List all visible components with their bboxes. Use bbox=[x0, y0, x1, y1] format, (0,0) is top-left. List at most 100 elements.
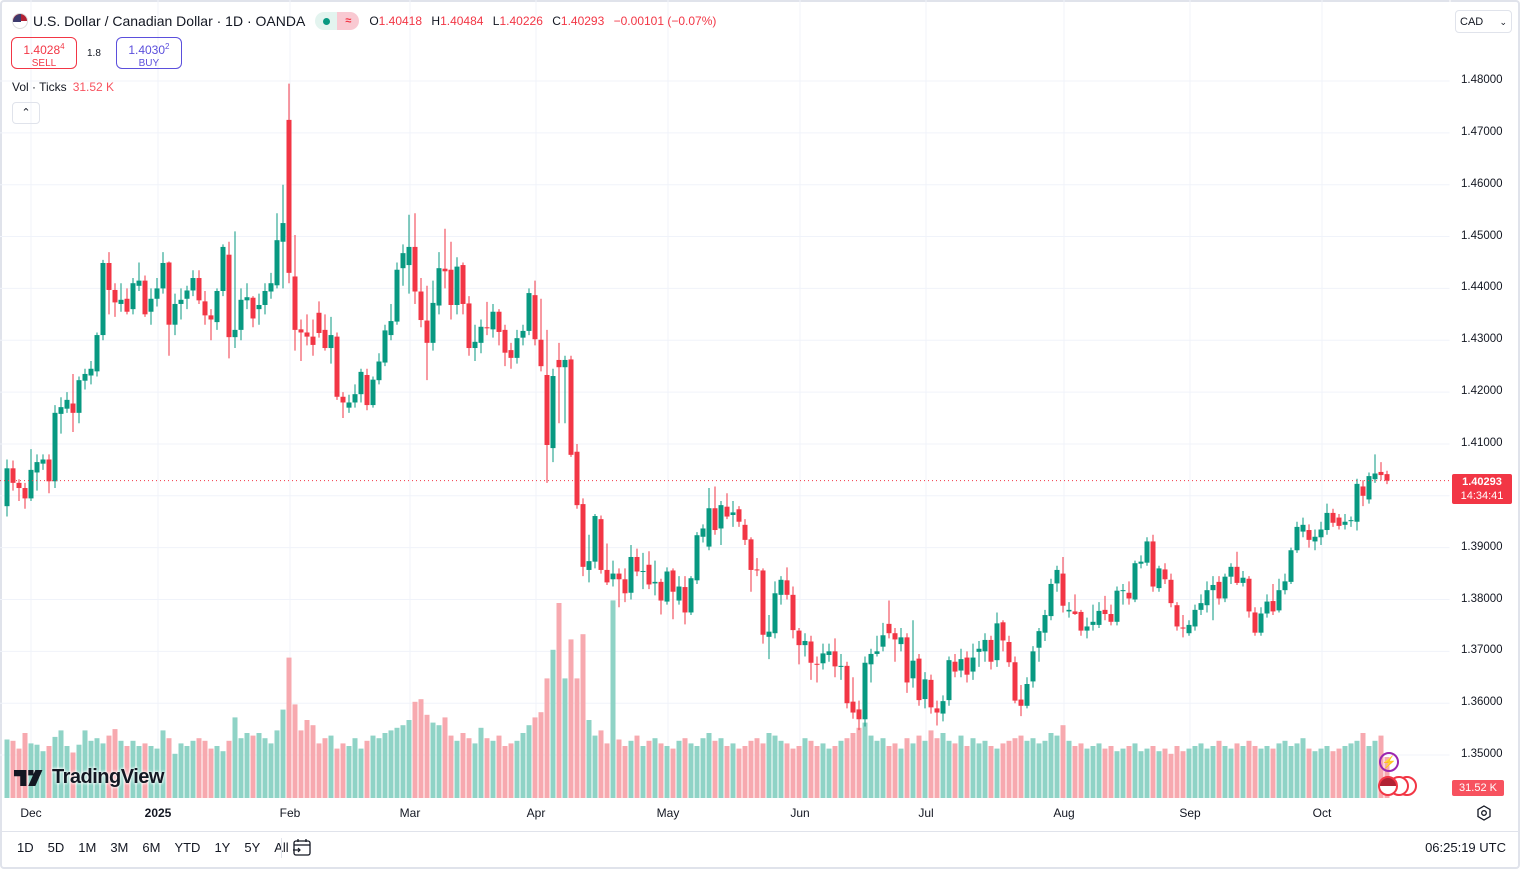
candle-body bbox=[34, 462, 40, 473]
candle bbox=[1300, 517, 1306, 538]
symbol-title[interactable]: U.S. Dollar / Canadian Dollar · 1D · OAN… bbox=[33, 13, 306, 29]
sell-button[interactable]: 1.40284 SELL bbox=[11, 37, 77, 69]
candle-body bbox=[742, 524, 748, 540]
candle-body bbox=[658, 581, 664, 601]
candle-body bbox=[130, 283, 136, 310]
candle-body bbox=[1138, 561, 1144, 564]
currency-select[interactable]: CAD ⌄ bbox=[1455, 10, 1512, 33]
candle bbox=[1150, 534, 1156, 592]
candle-body bbox=[814, 663, 820, 665]
candle-body bbox=[166, 262, 172, 325]
candle bbox=[544, 329, 550, 483]
candle bbox=[508, 342, 514, 369]
candle bbox=[184, 285, 190, 310]
range-3m[interactable]: 3M bbox=[110, 840, 129, 855]
collapse-legend-button[interactable]: ⌃ bbox=[12, 102, 40, 124]
candle-body bbox=[946, 660, 952, 701]
candle-body bbox=[1156, 568, 1162, 589]
candle-body bbox=[1132, 563, 1138, 600]
candle bbox=[478, 319, 484, 354]
candle-body bbox=[76, 380, 82, 413]
candle bbox=[1066, 602, 1072, 618]
volume-bar bbox=[1318, 748, 1324, 798]
range-ytd[interactable]: YTD bbox=[174, 840, 201, 855]
candle bbox=[1264, 594, 1270, 618]
volume-bar bbox=[1312, 751, 1318, 798]
volume-legend[interactable]: Vol · Ticks 31.52 K bbox=[12, 80, 115, 94]
open-value: 1.40418 bbox=[378, 14, 423, 28]
candle bbox=[886, 600, 892, 639]
range-1m[interactable]: 1M bbox=[78, 840, 97, 855]
range-5d[interactable]: 5D bbox=[47, 840, 65, 855]
volume-bar bbox=[838, 740, 844, 798]
candle bbox=[1192, 604, 1198, 631]
candle-body bbox=[1324, 512, 1330, 531]
candle bbox=[466, 296, 472, 356]
us-economic-event-icon[interactable] bbox=[1378, 776, 1398, 796]
candle bbox=[310, 319, 316, 356]
lightning-event-icon[interactable]: ⚡ bbox=[1379, 752, 1399, 772]
volume-bar bbox=[772, 735, 778, 798]
candle-body bbox=[334, 336, 340, 397]
candle bbox=[754, 558, 760, 577]
candle bbox=[628, 545, 634, 600]
candle bbox=[688, 576, 694, 616]
volume-bar bbox=[646, 740, 652, 798]
volume-bar bbox=[712, 740, 718, 798]
candle-body bbox=[772, 593, 778, 634]
candle bbox=[4, 459, 10, 517]
volume-bar bbox=[802, 738, 808, 798]
candle-body bbox=[448, 269, 454, 305]
candle-body bbox=[520, 330, 526, 338]
candle-body bbox=[1330, 512, 1336, 523]
candle bbox=[16, 479, 22, 501]
bottom-toolbar: 1D 5D 1M 3M 6M YTD 1Y 5Y All 06:25:19 UT… bbox=[0, 831, 1520, 866]
candle-body bbox=[1306, 530, 1312, 540]
clock-timezone[interactable]: 06:25:19 UTC bbox=[1425, 840, 1506, 855]
candle-body bbox=[1090, 621, 1096, 625]
candle bbox=[712, 486, 718, 535]
candle-body bbox=[994, 623, 1000, 661]
candle-body bbox=[340, 396, 346, 403]
candle-body bbox=[634, 556, 640, 572]
change-value: −0.00101 (−0.07%) bbox=[613, 14, 717, 28]
candle bbox=[616, 568, 622, 608]
range-1y[interactable]: 1Y bbox=[214, 840, 231, 855]
go-to-date-calendar-icon[interactable] bbox=[292, 838, 312, 856]
candle bbox=[1288, 547, 1294, 584]
volume-bar bbox=[796, 746, 802, 798]
candle bbox=[106, 252, 112, 315]
range-1d[interactable]: 1D bbox=[17, 840, 34, 855]
volume-bar bbox=[448, 735, 454, 798]
range-5y[interactable]: 5Y bbox=[244, 840, 261, 855]
candle-body bbox=[1048, 583, 1054, 617]
chart-settings-icon[interactable] bbox=[1476, 805, 1492, 821]
volume-bar bbox=[334, 748, 340, 798]
candle bbox=[124, 288, 130, 315]
candle bbox=[1276, 578, 1282, 613]
candle-body bbox=[640, 570, 646, 573]
market-status[interactable]: ≈ bbox=[315, 12, 360, 30]
candle-body bbox=[88, 368, 94, 376]
candle bbox=[130, 278, 136, 315]
candle bbox=[760, 568, 766, 644]
volume-bar bbox=[256, 733, 262, 798]
time-tick-label: Aug bbox=[1053, 806, 1075, 820]
last-price-label: 1.40293 14:34:41 bbox=[1452, 474, 1512, 504]
candle bbox=[358, 368, 364, 403]
candle bbox=[280, 184, 286, 289]
volume-bar bbox=[994, 748, 1000, 798]
candle-body bbox=[1060, 573, 1066, 606]
candle-body bbox=[478, 326, 484, 343]
range-6m[interactable]: 6M bbox=[142, 840, 161, 855]
volume-bar bbox=[316, 743, 322, 798]
price-tick-label: 1.38000 bbox=[1461, 592, 1503, 605]
buy-button[interactable]: 1.40302 BUY bbox=[115, 37, 182, 69]
candle-body bbox=[1318, 529, 1324, 538]
candle bbox=[1162, 563, 1168, 584]
volume-bar bbox=[1108, 746, 1114, 798]
volume-bar bbox=[694, 746, 700, 798]
candle bbox=[922, 672, 928, 709]
candle bbox=[1156, 565, 1162, 592]
